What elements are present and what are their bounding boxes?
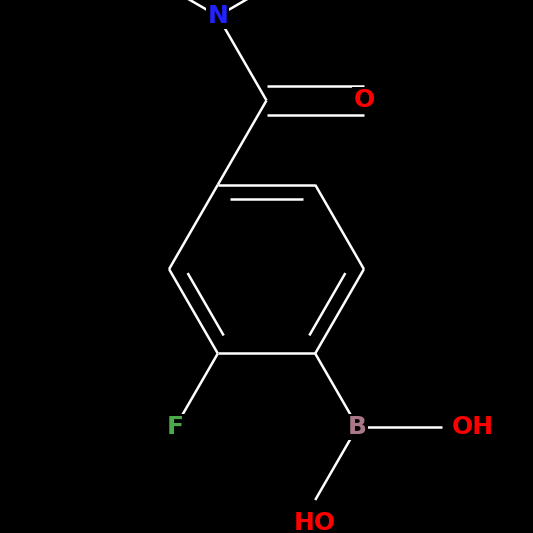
Text: O: O xyxy=(353,88,375,112)
Text: OH: OH xyxy=(452,415,494,439)
Text: B: B xyxy=(348,415,367,439)
Text: N: N xyxy=(207,4,228,28)
Text: F: F xyxy=(167,415,184,439)
Text: HO: HO xyxy=(294,511,336,533)
